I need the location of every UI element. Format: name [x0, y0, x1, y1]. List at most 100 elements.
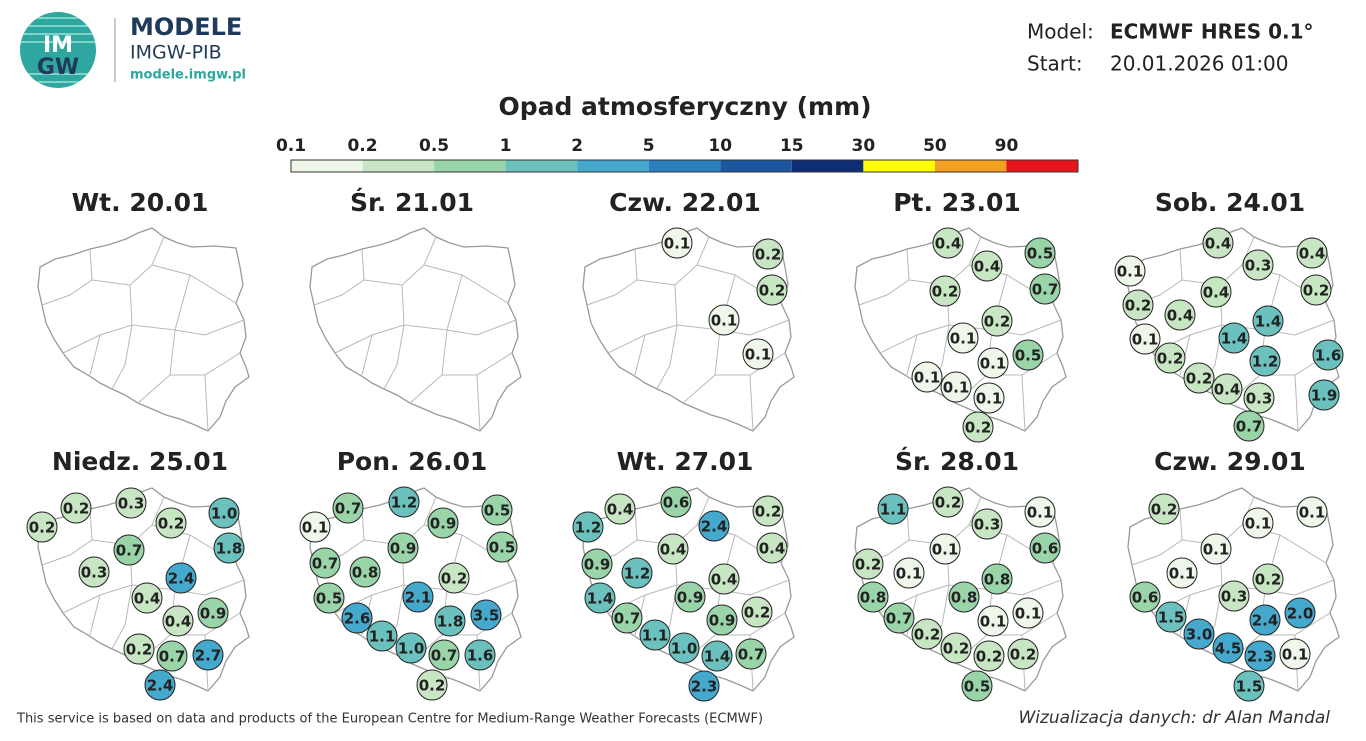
panel: Sob. 24.010.40.1 0.30.40.4 0.20.20.4 1.40.1…: [1114, 188, 1344, 442]
panel: Pt. 23.010.40.40.50.2 0.70.20.10.1 0.50.10…: [854, 188, 1067, 443]
precip-value: 0.1: [1027, 504, 1054, 522]
precip-value: 0.4: [607, 501, 634, 519]
precip-value: 0.9: [584, 556, 611, 574]
precip-value: 0.2: [855, 556, 882, 574]
precip-value: 0.2: [63, 500, 90, 518]
precip-bubble: [657, 533, 689, 565]
precip-value: 2.4: [147, 677, 174, 695]
precip-bubble: [1296, 237, 1328, 269]
precip-value: 0.7: [116, 542, 143, 560]
precip-value: 0.9: [390, 540, 417, 558]
precip-bubble: [197, 597, 229, 629]
precip-bubble: [1252, 305, 1284, 337]
panel-title: Sob. 24.01: [1155, 188, 1305, 217]
precip-bubble: [481, 494, 513, 526]
precip-bubble: [911, 618, 943, 650]
precip-value: 0.5: [316, 590, 343, 608]
precip-value: 0.5: [1015, 347, 1042, 365]
precip-value: 1.2: [575, 519, 602, 537]
precip-bubble: [1312, 339, 1344, 371]
precip-bubble: [366, 620, 398, 652]
precip-bubble: [661, 227, 693, 259]
start-label: Start:: [1027, 52, 1083, 76]
precip-bubble: [948, 581, 980, 613]
precip-value: 0.2: [935, 494, 962, 512]
precip-bubble: [416, 669, 448, 701]
logo-text: GW: [37, 55, 79, 80]
start-value: 20.01.2026 01:00: [1110, 52, 1289, 76]
precip-bubble: [581, 548, 613, 580]
panel-title: Śr. 28.01: [895, 446, 1019, 476]
precip-value: 0.4: [1299, 245, 1326, 263]
precip-value: 1.2: [624, 565, 651, 583]
precip-value: 0.7: [431, 647, 458, 665]
precip-value: 2.4: [1252, 612, 1279, 630]
precip-value: 0.5: [964, 678, 991, 696]
precip-value: 0.4: [134, 590, 161, 608]
precip-value: 0.2: [1010, 646, 1037, 664]
precip-bubble: [428, 639, 460, 671]
precip-bubble: [1183, 618, 1215, 650]
precip-bubble: [1252, 563, 1284, 595]
precip-value: 0.2: [1255, 571, 1282, 589]
precip-value: 1.0: [211, 505, 238, 523]
precip-value: 0.3: [118, 495, 145, 513]
precip-value: 0.4: [1205, 235, 1232, 253]
precip-bubble: [1114, 255, 1146, 287]
precip-bubble: [165, 562, 197, 594]
panel-title: Czw. 29.01: [1154, 447, 1306, 476]
precip-bubble: [1029, 273, 1061, 305]
precip-bubble: [977, 605, 1009, 637]
precip-bubble: [486, 531, 518, 563]
precip-value: 2.4: [168, 570, 195, 588]
precip-value: 0.7: [335, 500, 362, 518]
precip-value: 1.4: [1255, 313, 1282, 331]
precip-value: 0.1: [914, 369, 941, 387]
precip-bubble: [131, 582, 163, 614]
panel-title: Pt. 23.01: [893, 188, 1021, 217]
precip-value: 0.3: [1221, 588, 1248, 606]
precip-value: 2.0: [1287, 605, 1314, 623]
precip-bubble: [961, 670, 993, 702]
precip-value: 0.9: [709, 612, 736, 630]
precip-bubble: [387, 532, 419, 564]
precip-bubble: [1155, 601, 1187, 633]
precip-value: 0.1: [745, 346, 772, 364]
legend-tick-label: 0.2: [347, 136, 377, 156]
precip-bubble: [156, 640, 188, 672]
precip-bubble: [144, 669, 176, 701]
precip-bubble: [698, 510, 730, 542]
precip-bubble: [1024, 496, 1056, 528]
precip-bubble: [1284, 597, 1316, 629]
precip-bubble: [1012, 597, 1044, 629]
precip-value: 3.0: [1186, 626, 1213, 644]
precip-value: 0.2: [914, 626, 941, 644]
precip-bubble: [162, 605, 194, 637]
precip-bubble: [688, 670, 720, 702]
precip-value: 1.8: [437, 613, 464, 631]
precip-bubble: [572, 511, 604, 543]
precip-bubble: [192, 639, 224, 671]
precip-bubble: [1233, 670, 1265, 702]
precip-value: 0.2: [932, 283, 959, 301]
precip-bubble: [756, 274, 788, 306]
precip-value: 0.2: [755, 503, 782, 521]
precip-bubble: [971, 508, 1003, 540]
precip-value: 0.2: [1186, 370, 1213, 388]
precip-bubble: [1249, 604, 1281, 636]
precip-value: 0.4: [165, 613, 192, 631]
precip-value: 0.2: [1303, 282, 1330, 300]
precip-value: 0.1: [932, 541, 959, 559]
precip-value: 0.9: [677, 589, 704, 607]
legend-swatch: [577, 160, 649, 172]
precip-value: 0.1: [943, 379, 970, 397]
precip-bubble: [1122, 289, 1154, 321]
precip-bubble: [1308, 379, 1340, 411]
legend-swatch: [720, 160, 792, 172]
precip-value: 0.8: [352, 564, 379, 582]
precip-bubble: [1218, 322, 1250, 354]
precip-bubble: [668, 632, 700, 664]
precip-bubble: [1183, 362, 1215, 394]
precip-value: 0.4: [935, 235, 962, 253]
